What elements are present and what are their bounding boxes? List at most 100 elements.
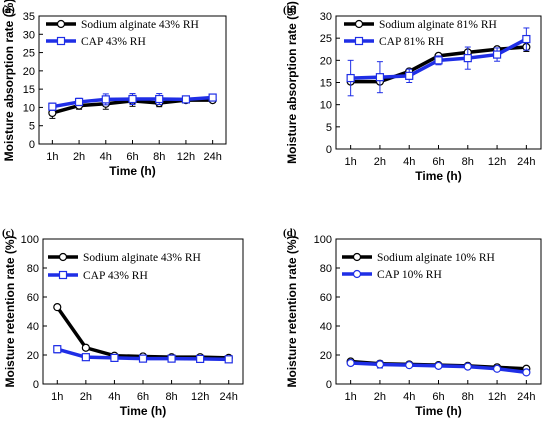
x-axis-label: Time (h) bbox=[120, 404, 166, 418]
legend-marker bbox=[58, 270, 68, 280]
y-tick-label: 5 bbox=[29, 121, 35, 133]
x-tick-label: 8h bbox=[165, 391, 177, 403]
data-point bbox=[101, 95, 110, 104]
legend-label: Sodium alginate 10% RH bbox=[377, 252, 495, 264]
y-tick-label: 10 bbox=[320, 100, 332, 112]
data-point bbox=[48, 102, 57, 111]
x-axis-label: Time (h) bbox=[415, 169, 461, 183]
x-axis-label: Time (h) bbox=[109, 164, 155, 178]
data-point bbox=[155, 94, 164, 104]
y-tick-label: 0 bbox=[326, 379, 332, 391]
y-tick-label: 20 bbox=[320, 55, 332, 67]
data-point bbox=[53, 303, 62, 312]
chart-panel-1: (a) 0 5 10 15 20 25 30 35 1h 2h 4h 6h 8h 12h 24h Time (h… bbox=[2, 0, 227, 178]
series-2 bbox=[346, 358, 531, 377]
data-point bbox=[522, 34, 531, 44]
data-point bbox=[405, 71, 414, 80]
legend-label: CAP 10% RH bbox=[377, 269, 442, 281]
y-tick-label: 100 bbox=[314, 234, 332, 246]
data-point bbox=[110, 353, 119, 362]
x-tick-label: 2h bbox=[374, 391, 386, 403]
x-tick-label: 8h bbox=[462, 391, 474, 403]
legend-marker bbox=[354, 36, 364, 46]
series-2 bbox=[346, 27, 531, 97]
x-tick-label: 1h bbox=[51, 391, 63, 403]
data-point bbox=[81, 353, 90, 362]
y-tick-label: 5 bbox=[326, 122, 332, 134]
data-point bbox=[208, 93, 217, 102]
data-point bbox=[434, 56, 443, 65]
x-tick-label: 4h bbox=[100, 151, 112, 163]
x-axis-label: Time (h) bbox=[415, 404, 461, 418]
legend-marker bbox=[58, 252, 68, 262]
y-axis-label: Moisture retention rate (%) bbox=[285, 235, 299, 387]
x-tick-label: 12h bbox=[191, 391, 209, 403]
x-tick-label: 12h bbox=[488, 391, 506, 403]
x-tick-label: 24h bbox=[203, 151, 221, 163]
data-point bbox=[138, 354, 148, 363]
legend-label: CAP 43% RH bbox=[81, 36, 146, 48]
legend: Sodium alginate 81% RH CAP 81% RH bbox=[344, 19, 497, 48]
legend-label: Sodium alginate 43% RH bbox=[81, 19, 199, 31]
legend-label: Sodium alginate 81% RH bbox=[379, 19, 497, 31]
legend: Sodium alginate 43% RH CAP 43% RH bbox=[48, 252, 201, 282]
y-tick-label: 15 bbox=[23, 84, 35, 96]
y-tick-label: 80 bbox=[320, 263, 332, 275]
legend-marker bbox=[56, 19, 66, 29]
x-tick-label: 4h bbox=[403, 391, 415, 403]
x-tick-label: 8h bbox=[462, 156, 474, 168]
data-point bbox=[196, 354, 205, 364]
legend-marker bbox=[352, 269, 362, 279]
y-tick-label: 20 bbox=[27, 350, 39, 362]
y-tick-label: 35 bbox=[23, 11, 35, 23]
chart-panel-2: (b) 0 5 10 15 20 25 30 1h 2h 4h 6h 8h 12h 24h Time (h) M… bbox=[283, 1, 542, 183]
data-point bbox=[346, 358, 355, 368]
data-point bbox=[346, 73, 355, 83]
y-tick-label: 40 bbox=[320, 321, 332, 333]
x-tick-label: 2h bbox=[73, 151, 85, 163]
data-point bbox=[81, 343, 90, 352]
panel-label: (b) bbox=[283, 4, 297, 16]
x-tick-label: 1h bbox=[345, 391, 357, 403]
y-tick-label: 15 bbox=[320, 78, 332, 90]
legend-marker bbox=[352, 252, 362, 262]
data-point bbox=[463, 54, 472, 63]
y-axis-label: Moisture retention rate (%) bbox=[3, 235, 17, 387]
legend-marker bbox=[56, 36, 66, 46]
y-tick-label: 0 bbox=[29, 139, 35, 151]
panel-label: (d) bbox=[283, 227, 297, 239]
data-point bbox=[128, 94, 137, 104]
y-tick-label: 80 bbox=[27, 263, 39, 275]
series-1 bbox=[53, 303, 233, 362]
x-tick-label: 6h bbox=[126, 151, 138, 163]
y-tick-label: 30 bbox=[320, 11, 332, 23]
y-axis-label: Moisture absorption rate (%) bbox=[285, 1, 299, 164]
data-point bbox=[463, 362, 472, 371]
x-tick-label: 1h bbox=[46, 151, 58, 163]
x-tick-label: 2h bbox=[374, 156, 386, 168]
data-point bbox=[492, 364, 502, 373]
legend-label: CAP 81% RH bbox=[379, 36, 444, 48]
x-tick-label: 12h bbox=[488, 156, 506, 168]
data-point bbox=[375, 360, 385, 369]
chart-panel-4: (d) 0 20 40 60 80 100 1h 2h 4h 6h 8h 12h 24h Time (h) M… bbox=[283, 227, 542, 418]
x-tick-label: 6h bbox=[432, 391, 444, 403]
y-tick-label: 30 bbox=[23, 29, 35, 41]
x-tick-label: 24h bbox=[517, 391, 535, 403]
x-tick-label: 2h bbox=[80, 391, 92, 403]
data-point bbox=[492, 50, 502, 59]
x-tick-label: 4h bbox=[403, 156, 415, 168]
panel-label: (c) bbox=[2, 227, 15, 239]
x-tick-label: 24h bbox=[517, 156, 535, 168]
y-tick-label: 60 bbox=[320, 292, 332, 304]
y-axis-label: Moisture absorption rate (%) bbox=[2, 0, 16, 161]
y-tick-label: 25 bbox=[23, 48, 35, 60]
data-point bbox=[53, 345, 62, 354]
y-tick-label: 40 bbox=[27, 321, 39, 333]
data-point bbox=[522, 368, 531, 377]
panel-label: (a) bbox=[2, 4, 15, 16]
x-tick-label: 4h bbox=[108, 391, 120, 403]
y-tick-label: 10 bbox=[23, 102, 35, 114]
legend: Sodium alginate 10% RH CAP 10% RH bbox=[342, 252, 495, 281]
legend-label: CAP 43% RH bbox=[83, 270, 148, 282]
